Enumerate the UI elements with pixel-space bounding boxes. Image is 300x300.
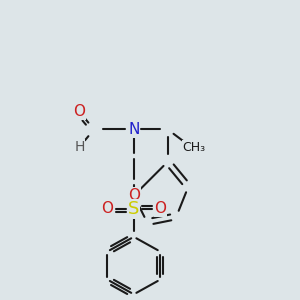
Text: O: O (128, 188, 140, 203)
Text: O: O (73, 104, 85, 119)
Text: O: O (154, 201, 166, 216)
Text: S: S (128, 200, 140, 218)
Text: O: O (101, 201, 113, 216)
Text: N: N (128, 122, 140, 137)
Text: CH₃: CH₃ (183, 141, 206, 154)
Text: H: H (74, 140, 85, 154)
